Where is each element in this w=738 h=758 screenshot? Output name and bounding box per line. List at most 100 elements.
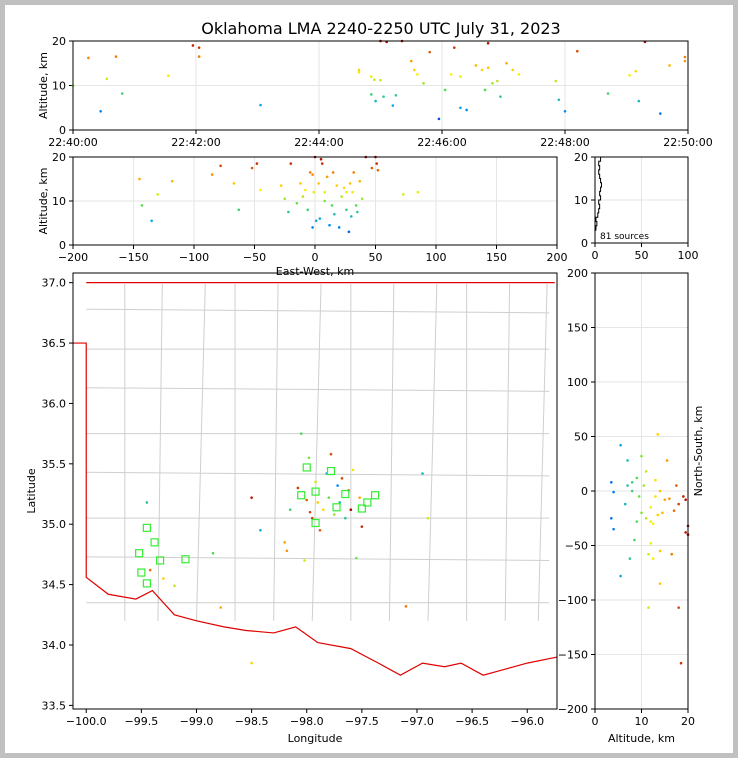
y-tick-label: 20 xyxy=(52,35,66,48)
lightning-source-point xyxy=(382,95,385,98)
lightning-source-point xyxy=(250,661,253,665)
lma-station-marker xyxy=(332,503,341,512)
lightning-source-point xyxy=(677,502,680,506)
lightning-source-point xyxy=(491,81,494,85)
y-tick-label: 0 xyxy=(59,239,66,252)
county-boundary xyxy=(195,283,206,621)
x-tick-label: 200 xyxy=(547,251,568,264)
x-tick-label: −96.5 xyxy=(455,715,489,728)
x-tick-label: −99.5 xyxy=(124,715,158,728)
county-boundary xyxy=(157,283,163,621)
lightning-source-point xyxy=(289,162,293,165)
y-tick-label: 20 xyxy=(52,151,66,164)
lightning-source-point xyxy=(255,162,259,165)
x-axis-label: Longitude xyxy=(288,732,343,745)
lightning-source-point xyxy=(656,433,660,436)
lightning-source-point xyxy=(170,179,174,183)
y-tick-label: 0 xyxy=(581,485,588,498)
y-tick-label: −150 xyxy=(558,649,588,662)
lightning-source-point xyxy=(328,223,331,227)
x-tick-label: −150 xyxy=(118,251,148,264)
lightning-source-point xyxy=(459,106,462,110)
lightning-source-point xyxy=(654,495,657,498)
lightning-source-point xyxy=(626,459,629,462)
lightning-source-point xyxy=(628,557,632,560)
lightning-source-point xyxy=(299,182,302,185)
lightning-source-point xyxy=(474,64,478,67)
lightning-source-point xyxy=(682,495,685,498)
lightning-source-point xyxy=(323,199,326,203)
lightning-source-point xyxy=(672,509,676,512)
x-tick-label: −100 xyxy=(179,251,209,264)
lightning-source-point xyxy=(511,68,515,72)
lightning-source-point xyxy=(486,41,490,45)
lightning-source-point xyxy=(684,498,687,502)
lightning-source-point xyxy=(619,443,622,447)
lightning-source-point xyxy=(612,527,615,531)
lightning-source-point xyxy=(428,50,432,54)
state-border xyxy=(73,342,558,676)
lightning-source-point xyxy=(145,501,149,504)
lightning-source-point xyxy=(656,513,660,517)
lightning-source-point xyxy=(279,184,283,187)
lightning-source-point xyxy=(683,55,687,59)
x-tick-label: −100.0 xyxy=(66,715,107,728)
lightning-source-point xyxy=(554,79,558,83)
lightning-source-point xyxy=(375,162,379,165)
lightning-source-point xyxy=(496,79,499,83)
lightning-source-point xyxy=(659,112,662,115)
lightning-source-point xyxy=(416,190,420,194)
lightning-source-point xyxy=(305,498,309,502)
lightning-source-point xyxy=(413,68,416,72)
y-tick-label: 10 xyxy=(52,195,66,208)
y-axis-label: Latitude xyxy=(25,468,38,514)
axes-frame xyxy=(72,272,558,710)
x-tick-label: −97.0 xyxy=(400,715,434,728)
lightning-source-point xyxy=(647,606,650,609)
y-tick-label: 34.5 xyxy=(42,579,67,592)
county-boundary xyxy=(537,283,548,621)
lightning-source-point xyxy=(320,162,324,165)
lightning-source-point xyxy=(310,516,314,520)
lightning-source-point xyxy=(197,46,201,49)
lightning-source-point xyxy=(663,498,667,502)
lightning-source-point xyxy=(658,489,662,493)
lightning-source-point xyxy=(352,171,356,174)
lightning-source-point xyxy=(351,190,354,194)
x-tick-label: −200 xyxy=(58,251,88,264)
x-tick-label: −98.0 xyxy=(290,715,324,728)
axes-frame xyxy=(72,156,558,246)
lightning-source-point xyxy=(426,516,430,520)
lightning-source-point xyxy=(465,108,468,112)
lightning-source-point xyxy=(449,73,453,76)
lightning-source-point xyxy=(211,551,215,555)
lightning-source-point xyxy=(210,173,214,176)
lightning-source-point xyxy=(670,552,674,556)
lightning-source-point xyxy=(150,219,153,223)
y-tick-label: 34.0 xyxy=(42,639,67,652)
lightning-source-point xyxy=(354,204,358,207)
lightning-source-point xyxy=(661,511,664,515)
plan-view-panel: −100.0 −99.5 −99.0 −98.5 −98.0 −97.5 −97.0 −96.… xyxy=(25,272,558,745)
lightning-source-point xyxy=(333,212,336,216)
y-tick-label: 36.5 xyxy=(42,337,67,350)
lightning-source-point xyxy=(642,484,646,487)
lightning-source-point xyxy=(637,99,641,103)
lightning-source-point xyxy=(391,104,395,107)
lightning-source-point xyxy=(338,501,342,504)
county-boundary xyxy=(86,387,550,392)
lightning-source-point xyxy=(357,68,361,72)
lightning-source-point xyxy=(351,468,355,472)
lightning-source-point xyxy=(355,556,358,560)
lightning-source-point xyxy=(649,520,653,523)
lightning-source-point xyxy=(634,69,638,73)
lightning-source-point xyxy=(337,226,341,229)
lightning-source-point xyxy=(422,81,425,85)
lma-station-marker xyxy=(341,489,350,499)
x-axis-label: Altitude, km xyxy=(608,732,675,745)
lightning-source-point xyxy=(633,538,636,542)
county-boundary xyxy=(388,283,395,621)
y-tick-label: 36.0 xyxy=(42,397,67,410)
x-tick-label: 22:50:00 xyxy=(663,136,712,149)
lightning-source-point xyxy=(191,44,195,47)
